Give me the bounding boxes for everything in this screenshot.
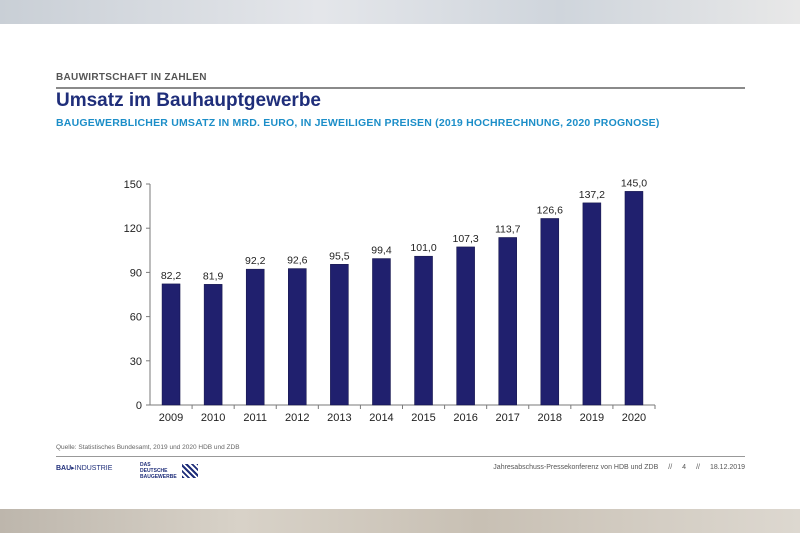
x-tick-label: 2015 — [411, 412, 435, 424]
page-subtitle: BAUGEWERBLICHER UMSATZ IN MRD. EURO, IN … — [56, 117, 660, 129]
bar — [161, 283, 181, 406]
bar — [624, 191, 644, 406]
bar — [582, 202, 602, 406]
bar — [456, 246, 475, 406]
x-tick-label: 2012 — [285, 412, 309, 424]
x-tick-label: 2013 — [327, 412, 351, 424]
source-note: Quelle: Statistisches Bundesamt, 2019 un… — [56, 444, 240, 451]
background-photo-bottom — [0, 509, 800, 533]
x-tick-label: 2020 — [622, 412, 646, 424]
header-rule — [56, 87, 745, 89]
baugewerbe-logo-icon — [182, 464, 198, 478]
y-tick-label: 150 — [124, 179, 142, 191]
y-tick-label: 0 — [136, 400, 142, 412]
x-tick-label: 2018 — [538, 412, 562, 424]
bar — [414, 255, 433, 406]
bar — [330, 264, 349, 406]
data-label: 95,5 — [329, 250, 350, 262]
bar — [372, 258, 391, 406]
footer-date: 18.12.2019 — [709, 464, 745, 471]
baugewerbe-logo: DAS DEUTSCHE BAUGEWERBE — [140, 462, 198, 480]
y-tick-label: 120 — [124, 223, 142, 235]
bar — [203, 284, 223, 406]
y-tick-label: 30 — [130, 356, 142, 368]
data-label: 126,6 — [537, 204, 563, 216]
data-label: 99,4 — [371, 245, 392, 257]
data-label: 137,2 — [579, 189, 605, 201]
footer-info: Jahresabschuss-Pressekonferenz von HDB u… — [493, 464, 745, 471]
section-label: BAUWIRTSCHAFT IN ZAHLEN — [56, 72, 207, 83]
bar — [288, 268, 307, 406]
y-tick-label: 60 — [130, 312, 142, 324]
slide: BAUWIRTSCHAFT IN ZAHLEN Umsatz im Bauhau… — [0, 24, 800, 509]
separator: // — [696, 464, 700, 471]
x-tick-label: 2009 — [159, 412, 183, 424]
data-label: 107,3 — [452, 233, 478, 245]
x-tick-label: 2010 — [201, 412, 225, 424]
data-label: 145,0 — [621, 177, 647, 189]
background-photo-top — [0, 0, 800, 24]
data-label: 113,7 — [495, 223, 521, 235]
bar-chart: 0 30 60 90 120 150 82,2 2009 81,9 2010 92,2 2011 92,… — [124, 177, 656, 424]
y-tick-label: 90 — [130, 267, 142, 279]
data-label: 101,0 — [410, 242, 436, 254]
bauindustrie-logo: BAU▸INDUSTRIE — [56, 465, 113, 472]
event-name: Jahresabschuss-Pressekonferenz von HDB u… — [493, 464, 659, 471]
x-tick-label: 2016 — [453, 412, 477, 424]
footer-rule — [56, 456, 745, 457]
data-label: 92,2 — [245, 255, 266, 267]
data-label: 82,2 — [161, 270, 182, 282]
page-title: Umsatz im Bauhauptgewerbe — [56, 90, 321, 111]
page-number: 4 — [682, 464, 687, 471]
x-tick-label: 2017 — [495, 412, 519, 424]
data-label: 81,9 — [203, 270, 224, 282]
x-tick-label: 2011 — [243, 412, 267, 424]
bar — [540, 218, 560, 406]
x-tick-label: 2014 — [369, 412, 393, 424]
bar — [245, 268, 265, 406]
bar — [498, 237, 517, 406]
data-label: 92,6 — [287, 255, 308, 267]
x-tick-label: 2019 — [580, 412, 604, 424]
separator: // — [668, 464, 673, 471]
